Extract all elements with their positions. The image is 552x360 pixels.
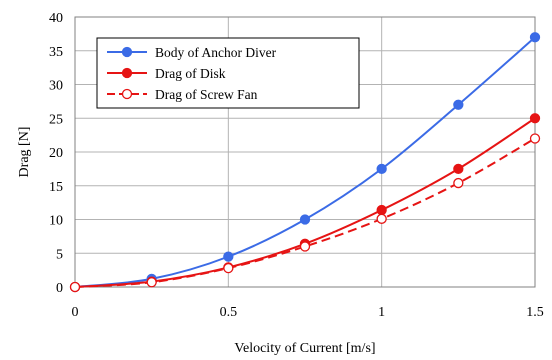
series-3 bbox=[69, 133, 541, 293]
data-point bbox=[453, 99, 464, 110]
x-tick-label: 0.5 bbox=[220, 305, 238, 320]
y-tick-label: 30 bbox=[49, 79, 63, 94]
x-axis-title: Velocity of Current [m/s] bbox=[234, 341, 375, 356]
y-tick-label: 20 bbox=[49, 146, 63, 161]
data-point bbox=[453, 163, 464, 175]
series-line bbox=[74, 137, 536, 288]
data-point bbox=[529, 113, 541, 124]
y-tick-label: 35 bbox=[49, 45, 63, 60]
legend-swatch-marker bbox=[121, 67, 133, 79]
data-point bbox=[69, 281, 81, 293]
series-2 bbox=[69, 113, 541, 293]
legend-swatch-marker bbox=[121, 46, 133, 58]
series-line bbox=[74, 117, 536, 288]
data-point bbox=[376, 213, 387, 224]
plot-frame bbox=[74, 16, 536, 288]
legend-item: Drag of Screw Fan bbox=[107, 87, 258, 102]
legend-item: Drag of Disk bbox=[107, 66, 226, 81]
data-point bbox=[376, 204, 387, 216]
legend-label: Drag of Disk bbox=[155, 66, 226, 81]
data-point bbox=[223, 251, 234, 262]
data-point bbox=[223, 262, 234, 274]
y-tick-label: 10 bbox=[49, 214, 63, 229]
y-tick-label: 40 bbox=[49, 11, 63, 26]
data-point bbox=[146, 277, 157, 288]
y-axis-title: Drag [N] bbox=[17, 127, 32, 178]
data-point bbox=[529, 133, 541, 144]
x-tick-label: 1 bbox=[378, 305, 385, 320]
x-tick-label: 1.5 bbox=[526, 305, 544, 320]
data-point bbox=[529, 32, 541, 43]
legend-label: Drag of Screw Fan bbox=[155, 87, 258, 102]
y-tick-label: 25 bbox=[49, 112, 63, 127]
legend-swatch-marker bbox=[121, 88, 133, 100]
series-group bbox=[69, 32, 541, 293]
y-tick-label: 0 bbox=[56, 281, 63, 296]
legend-item: Body of Anchor Diver bbox=[107, 45, 277, 60]
data-point bbox=[453, 177, 464, 189]
tick-labels: 0 5 10 15 20 25 30 35 40 0 0.5 1 1.5 bbox=[49, 11, 544, 320]
y-tick-label: 15 bbox=[49, 180, 63, 195]
data-point bbox=[299, 214, 311, 225]
x-tick-label: 0 bbox=[72, 305, 79, 320]
legend: Body of Anchor Diver Drag of Disk Drag of … bbox=[96, 37, 360, 109]
legend-label: Body of Anchor Diver bbox=[155, 45, 277, 60]
data-point bbox=[376, 163, 387, 175]
y-tick-label: 5 bbox=[56, 247, 63, 262]
data-point bbox=[299, 241, 311, 252]
